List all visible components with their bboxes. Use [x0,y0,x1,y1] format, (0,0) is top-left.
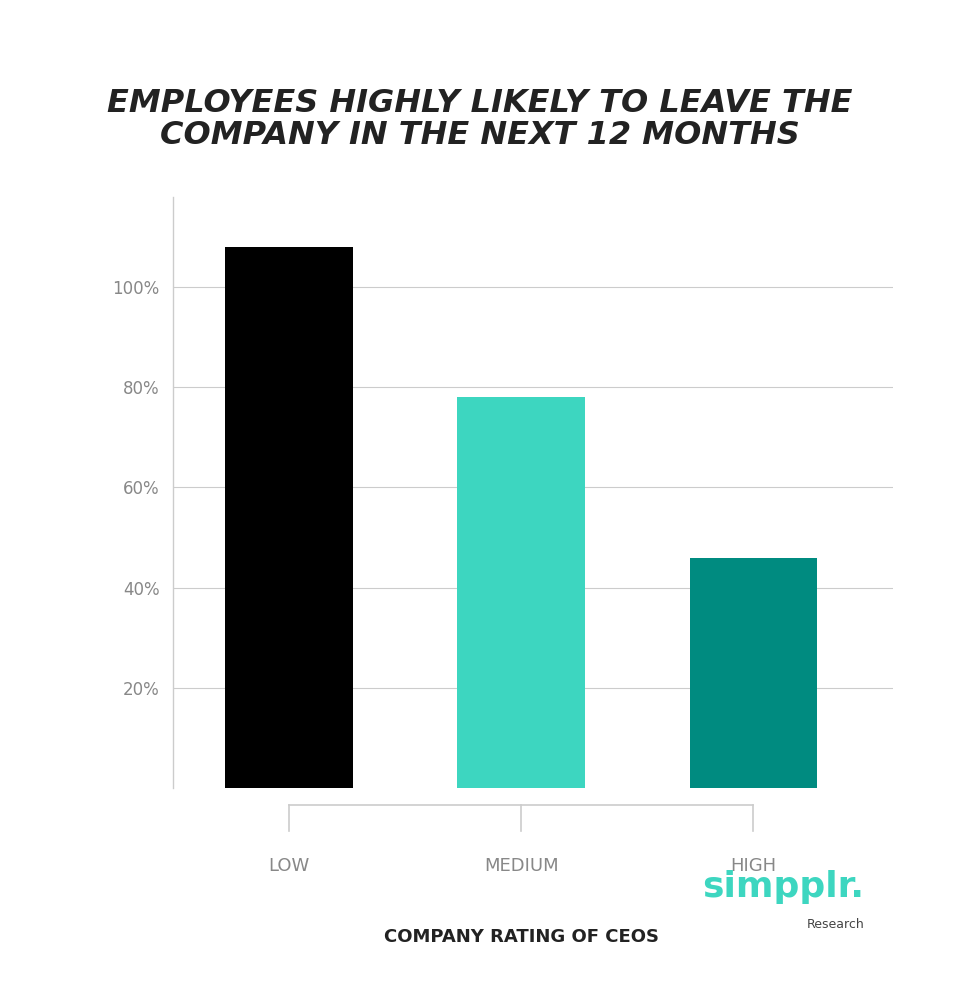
Text: COMPANY RATING OF CEOS: COMPANY RATING OF CEOS [384,928,659,946]
Bar [457,397,585,788]
Text: Research: Research [806,918,864,931]
Text: LOW: LOW [268,857,309,875]
Bar [225,247,352,788]
Text: simpplr.: simpplr. [702,870,864,904]
Text: MEDIUM: MEDIUM [484,857,559,875]
Text: HIGH: HIGH [731,857,777,875]
Text: COMPANY IN THE NEXT 12 MONTHS: COMPANY IN THE NEXT 12 MONTHS [160,120,800,152]
Text: EMPLOYEES HIGHLY LIKELY TO LEAVE THE: EMPLOYEES HIGHLY LIKELY TO LEAVE THE [108,88,852,119]
Bar [689,558,817,788]
